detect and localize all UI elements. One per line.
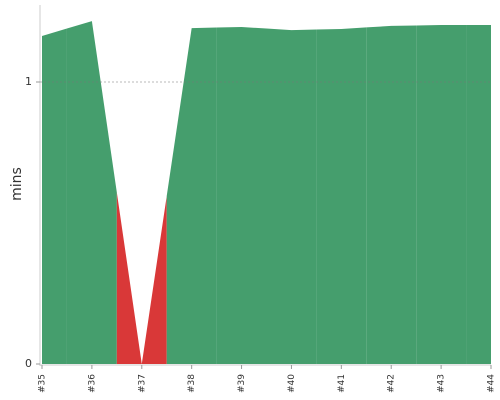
x-tick-label: #37 [137,374,147,393]
area-segment [166,27,217,364]
area-segment [316,27,367,365]
y-tick-label: 1 [25,75,32,88]
x-tick-label: #38 [187,374,197,393]
area-segment [216,26,267,365]
x-tick-label: #43 [437,374,447,393]
area-segment [366,25,417,364]
y-axis-label: mins [9,167,25,201]
x-tick-label: #36 [87,374,97,393]
x-tick-label: #39 [237,374,247,393]
area-segment [116,192,167,364]
area-segment [66,21,117,365]
x-tick-label: #35 [38,374,48,393]
area-segment [266,28,317,365]
area-segment [42,28,67,365]
x-tick-label: #41 [337,374,347,393]
x-tick-label: #42 [387,374,397,393]
area-segment [416,25,467,365]
x-tick-label: #40 [287,374,297,393]
x-tick-label: #44 [487,374,497,393]
y-tick-label: 0 [25,357,32,370]
area-segment [466,25,491,365]
